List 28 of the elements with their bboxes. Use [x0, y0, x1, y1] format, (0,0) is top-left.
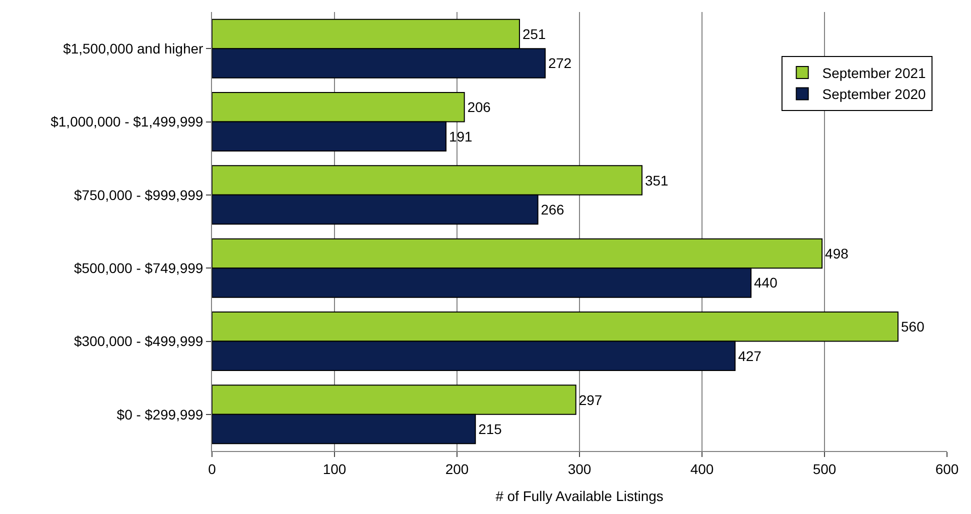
data-label: 498 [825, 245, 849, 262]
data-label: 206 [467, 99, 491, 116]
data-label: 560 [901, 318, 925, 335]
y-tick-label: $1,500,000 and higher [63, 40, 204, 56]
x-tick-label: 0 [208, 460, 216, 477]
x-tick-label: 400 [690, 460, 714, 477]
data-label: 215 [478, 421, 502, 438]
x-tick-label: 600 [935, 460, 959, 477]
data-label: 251 [522, 26, 546, 42]
y-tick-label: $750,000 - $999,999 [74, 186, 204, 203]
data-label: 440 [754, 274, 778, 291]
data-label: 191 [448, 128, 473, 144]
data-label: 427 [738, 348, 762, 364]
y-tick-label: $1,000,000 - $1,499,999 [50, 114, 204, 130]
data-label: 351 [644, 172, 669, 188]
x-tick-label: 200 [445, 460, 469, 477]
y-tick-label: $0 - $299,999 [116, 406, 204, 422]
y-tick-label: $500,000 - $749,999 [74, 260, 204, 276]
data-label: 272 [548, 55, 572, 72]
legend-label: September 2021 [822, 64, 926, 81]
legend-label: September 2020 [822, 86, 926, 102]
y-tick-label: $300,000 - $499,999 [74, 333, 204, 350]
x-tick-label: 100 [322, 460, 346, 477]
x-axis-title: # of Fully Available Listings [496, 488, 664, 504]
data-label: 266 [540, 202, 564, 218]
x-tick-label: 500 [812, 460, 836, 477]
data-label: 297 [578, 392, 602, 408]
x-tick-label: 300 [568, 460, 592, 477]
